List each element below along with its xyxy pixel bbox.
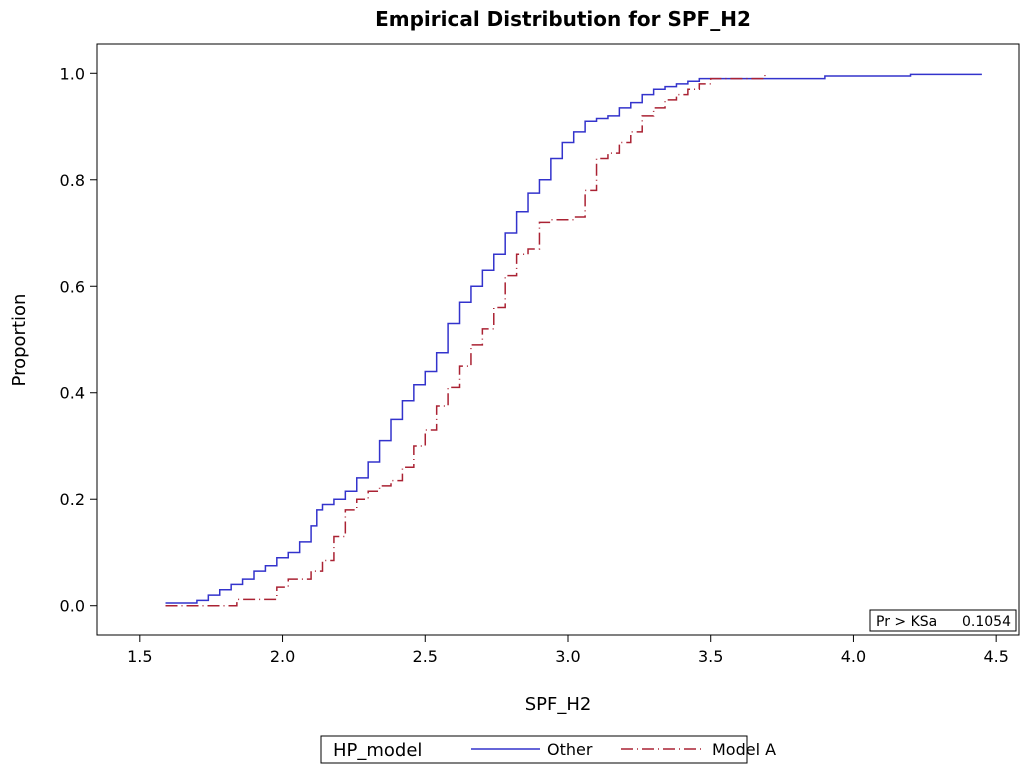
y-tick-label: 1.0	[60, 64, 85, 83]
x-axis-label: SPF_H2	[525, 694, 592, 715]
series-layer	[165, 73, 982, 607]
ks-test-value: 0.1054	[962, 614, 1011, 630]
legend-label-other: Other	[547, 740, 593, 759]
y-tick-label: 0.0	[60, 597, 85, 616]
x-tick-label: 4.0	[841, 647, 866, 666]
y-axis: 0.0 0.2 0.4 0.6 0.8 1.0	[60, 64, 97, 616]
ks-test-inset: Pr > KSa 0.1054	[869, 609, 1017, 632]
y-tick-label: 0.2	[60, 490, 85, 509]
ks-test-label: Pr > KSa	[876, 614, 937, 630]
x-tick-label: 2.0	[270, 647, 295, 666]
legend: HP_model Other Model A	[320, 735, 776, 764]
x-tick-label: 3.5	[698, 647, 723, 666]
chart-title: Empirical Distribution for SPF_H2	[375, 7, 751, 31]
y-tick-label: 0.4	[60, 384, 85, 403]
y-tick-label: 0.6	[60, 277, 85, 296]
x-tick-label: 4.5	[983, 647, 1008, 666]
x-tick-label: 1.5	[127, 647, 152, 666]
x-tick-label: 3.0	[555, 647, 580, 666]
y-tick-label: 0.8	[60, 171, 85, 190]
ks-test-inset-frame	[869, 609, 1017, 632]
legend-title: HP_model	[333, 740, 422, 761]
x-tick-label: 2.5	[413, 647, 438, 666]
ecdf-line-other	[165, 73, 982, 604]
x-axis: 1.5 2.0 2.5 3.0 3.5 4.0 4.5	[127, 635, 1009, 666]
ecdf-line-model-a	[165, 73, 766, 607]
legend-label-model-a: Model A	[712, 740, 776, 759]
plot-frame	[96, 43, 1020, 636]
y-axis-label: Proportion	[9, 294, 30, 387]
